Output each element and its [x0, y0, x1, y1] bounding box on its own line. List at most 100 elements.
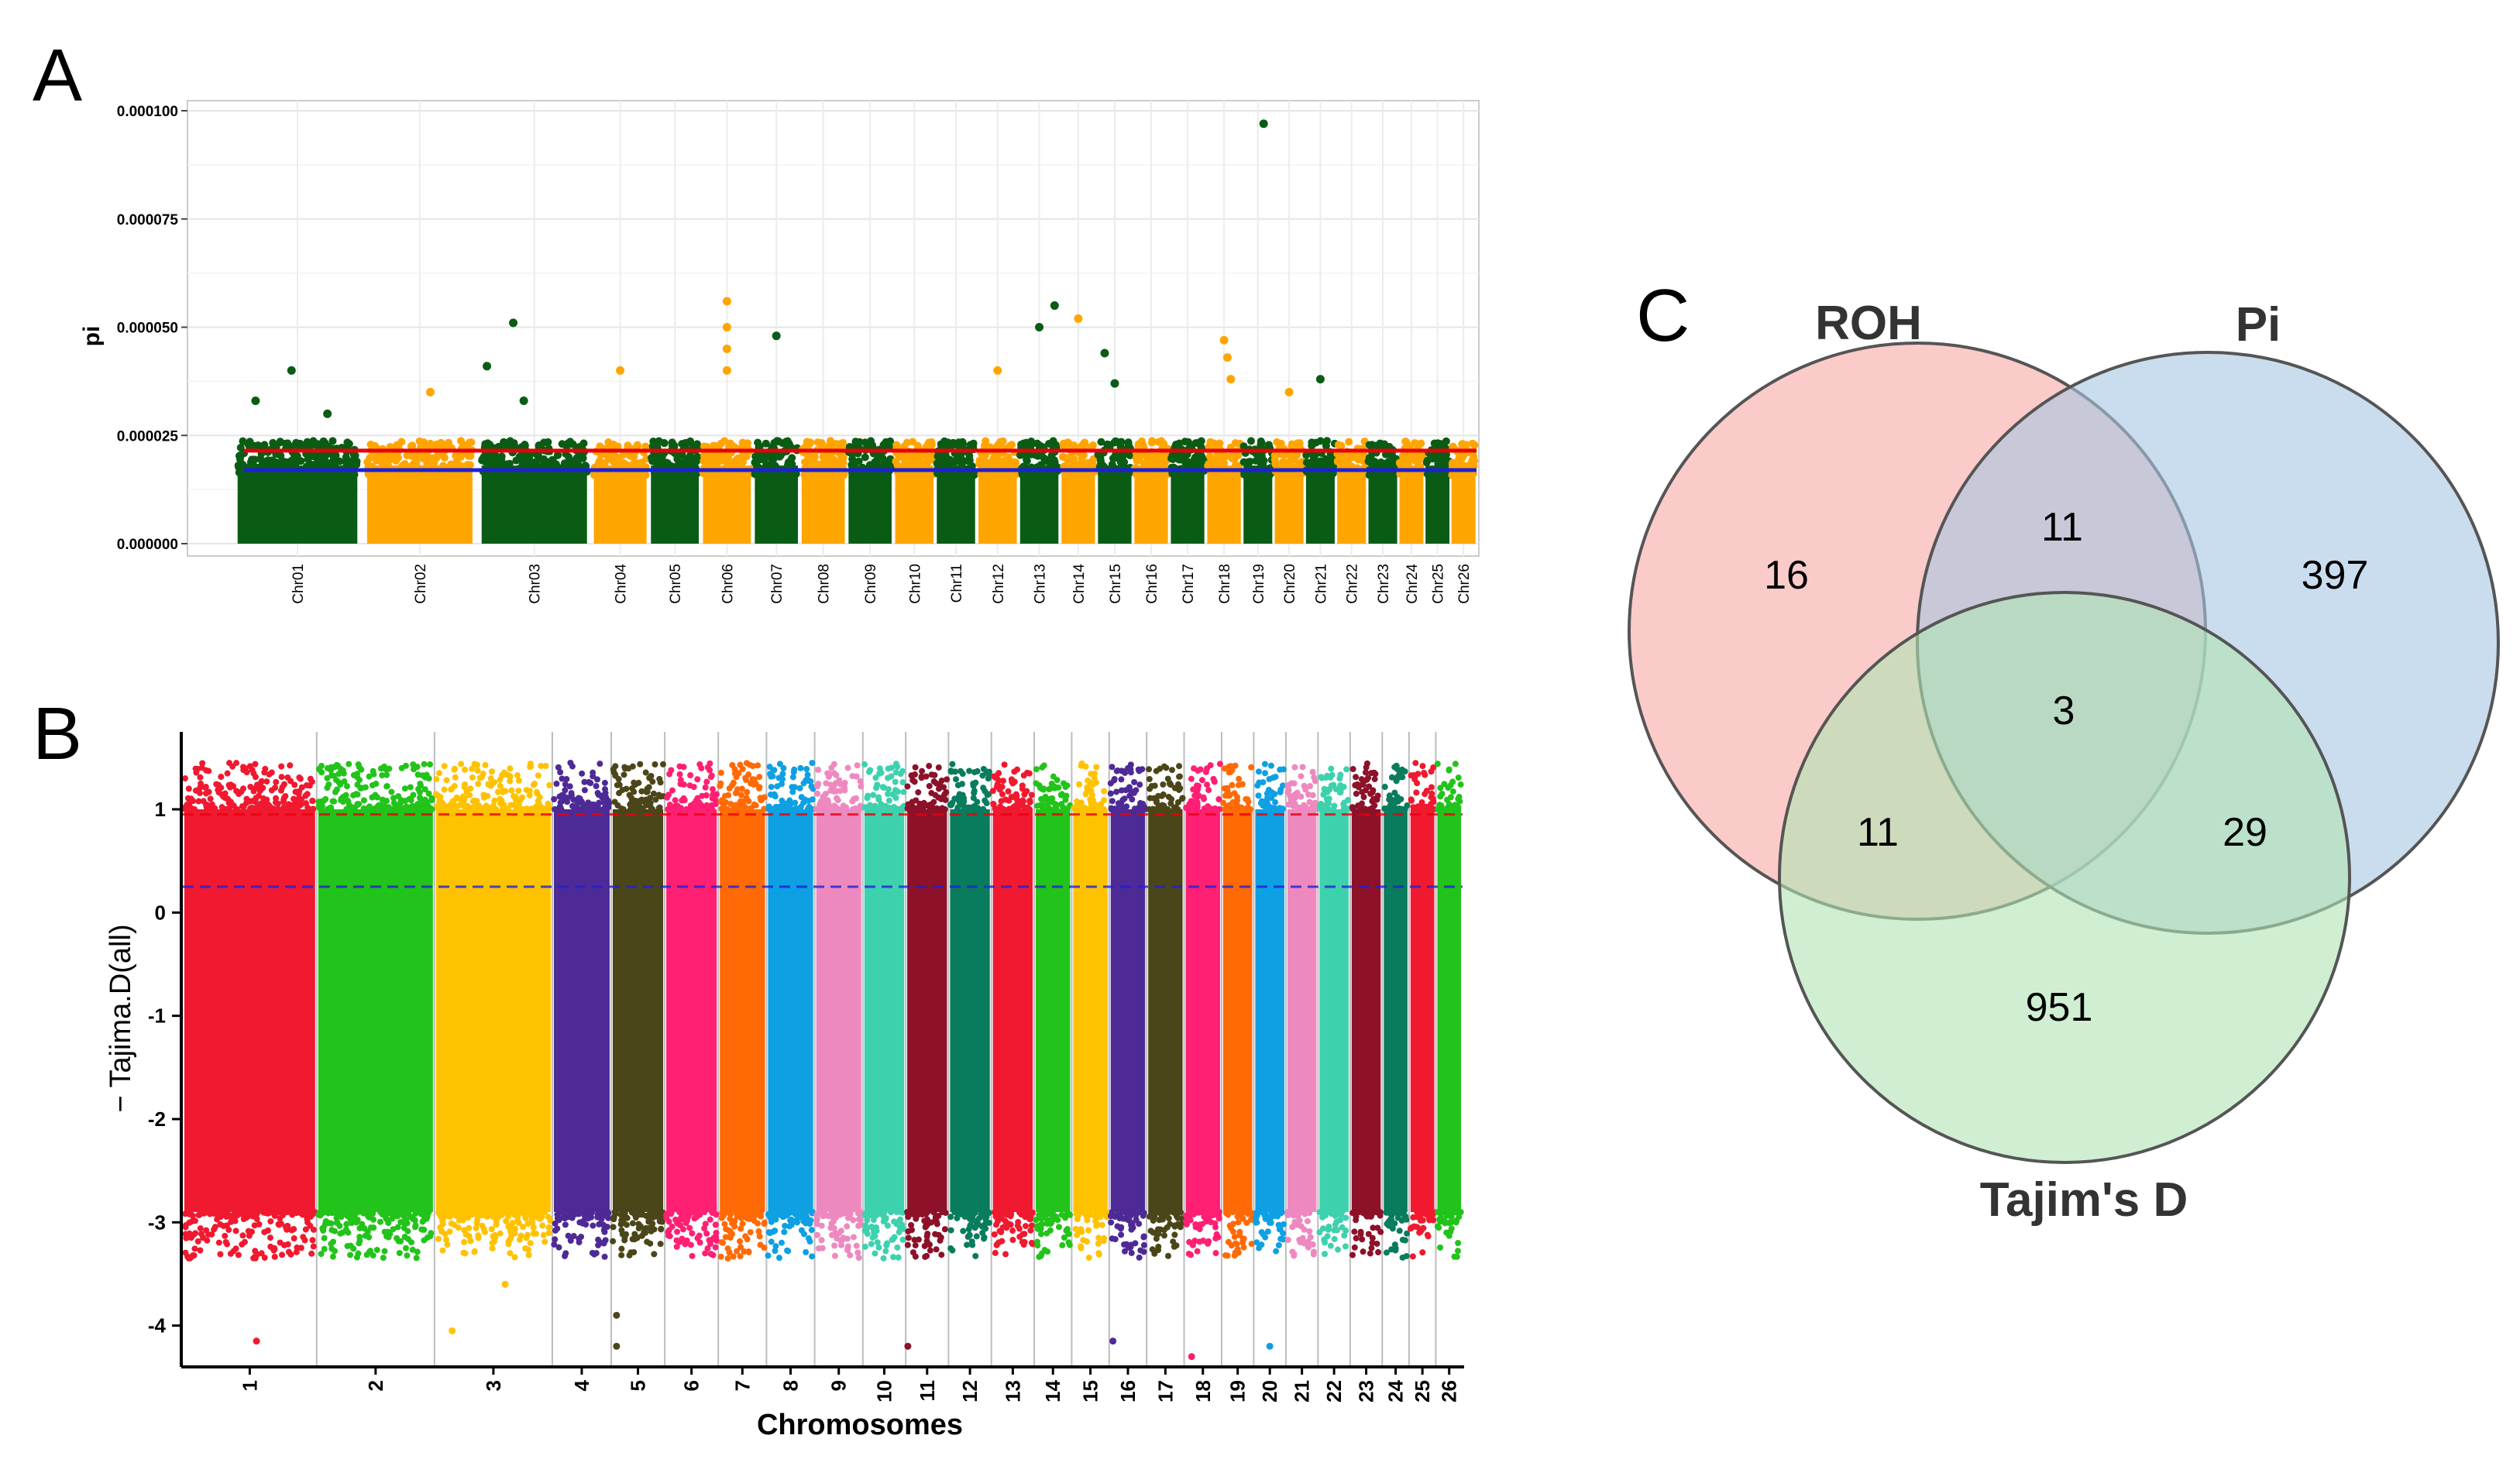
tajima-point [920, 799, 927, 806]
tajima-point [958, 781, 965, 788]
tajima-point [564, 798, 571, 805]
tajima-point [524, 1221, 531, 1228]
pi-tick-label: 0.000000 [117, 537, 178, 553]
tajima-point [631, 805, 638, 812]
tajima-point [343, 783, 350, 790]
tajima-point [563, 776, 570, 783]
pi-point [445, 470, 454, 479]
tajima-point [297, 775, 304, 782]
pi-point [1466, 471, 1474, 479]
pi-point [1291, 455, 1299, 463]
tajima-point [895, 1254, 902, 1261]
tajima-point [240, 803, 247, 810]
pi-point [365, 470, 373, 479]
pi-outlier-point [1284, 387, 1294, 397]
tajima-point [633, 798, 640, 805]
tajima-point [968, 1238, 975, 1245]
tajima-point [647, 1224, 654, 1231]
tajima-point [414, 1248, 421, 1255]
tajima-point [628, 798, 635, 805]
tajima-point [864, 1225, 871, 1232]
tajima-point [353, 1254, 360, 1261]
tajima-point [404, 1228, 411, 1234]
tajima-point [341, 778, 348, 785]
tajima-point [904, 1241, 911, 1248]
pi-outlier-point [323, 409, 332, 418]
tajima-point [451, 765, 458, 772]
tajima-point [730, 1253, 737, 1260]
tajima-point [610, 1238, 617, 1245]
pi-point [555, 470, 563, 479]
tajima-point [381, 1228, 388, 1235]
tajima-point [668, 1209, 675, 1216]
tajima-point [480, 791, 487, 798]
pi-point [1175, 453, 1184, 462]
pi-point [287, 470, 295, 479]
tajima-point [905, 1228, 912, 1235]
tajima-point [229, 763, 236, 770]
tajima-point [579, 1209, 586, 1216]
pi-outlier-point [722, 344, 731, 353]
pi-outlier-point [426, 387, 435, 397]
tajima-point [239, 1232, 246, 1239]
tajima-point [462, 1231, 469, 1238]
pi-point [234, 462, 242, 470]
tajima-point [202, 790, 209, 797]
pi-chromosome-block [1425, 465, 1450, 544]
tajima-point [657, 779, 664, 786]
tajima-point [581, 787, 588, 794]
tajima-point [263, 778, 270, 785]
tajima-point [545, 1230, 552, 1237]
tajima-point [638, 788, 645, 795]
panel-label-a: A [33, 34, 82, 117]
pi-point [1246, 437, 1255, 445]
tajima-point [933, 1246, 940, 1253]
tajima-point [693, 1210, 700, 1217]
tajima-point [618, 1252, 625, 1258]
pi-outlier-point [1050, 301, 1059, 311]
tajima-point [844, 764, 851, 771]
tajima-point [419, 1218, 426, 1225]
tajima-point [195, 798, 202, 805]
tajima-point [186, 1209, 193, 1216]
tajima-point [922, 1253, 929, 1260]
tajima-point [800, 780, 807, 787]
tajima-point [885, 797, 892, 804]
tajima-point [751, 1217, 758, 1224]
tajima-point [783, 1211, 790, 1218]
tajima-point [933, 805, 940, 812]
tajima-point [360, 797, 367, 804]
tajima-point [863, 1210, 870, 1217]
tajima-point [719, 1210, 726, 1217]
tajima-point [919, 767, 926, 774]
tajima-point [507, 1235, 514, 1242]
pi-point [788, 460, 796, 469]
tajima-point [768, 1238, 775, 1245]
tajima-point [906, 1210, 913, 1217]
pi-point [1037, 461, 1045, 469]
tajima-point [782, 1222, 789, 1229]
tajima-point [941, 1226, 948, 1233]
tajima-point [621, 1231, 627, 1238]
pi-point [776, 452, 785, 460]
pi-point [1349, 453, 1357, 462]
tajima-point [387, 1209, 394, 1216]
tajima-point [1009, 1228, 1016, 1234]
tajima-point [555, 764, 562, 771]
pi-point [309, 438, 318, 446]
tajima-point [222, 1232, 229, 1239]
tajima-point [547, 1217, 554, 1224]
tajima-point [618, 805, 625, 812]
tajima-point [958, 798, 965, 805]
tajima-point [873, 785, 880, 791]
pi-point [258, 461, 266, 469]
tajima-point [915, 789, 922, 796]
tajima-point [566, 783, 573, 790]
tajima-point [352, 791, 359, 798]
pi-point [1288, 441, 1296, 450]
pi-point [425, 441, 434, 449]
tajima-point [489, 1240, 496, 1247]
tajima-point [621, 765, 628, 772]
pi-point [871, 458, 879, 466]
